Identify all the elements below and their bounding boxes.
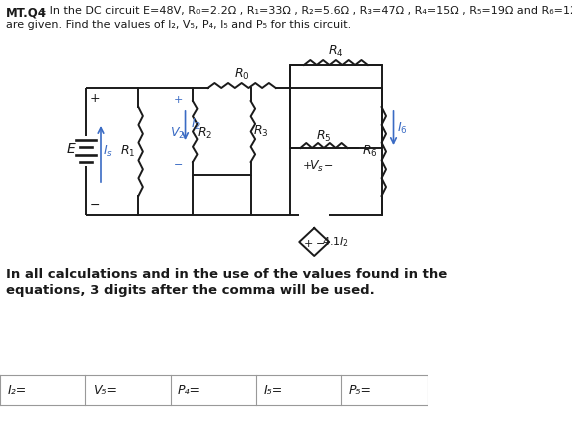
Text: $V_s$: $V_s$ [309, 159, 324, 174]
Text: −: − [324, 161, 333, 171]
Text: −: − [90, 198, 100, 212]
Text: I₂=: I₂= [7, 384, 27, 397]
Text: equations, 3 digits after the comma will be used.: equations, 3 digits after the comma will… [6, 284, 375, 297]
Text: $R_6$: $R_6$ [362, 143, 378, 159]
Text: P₄=: P₄= [178, 384, 201, 397]
Text: E: E [67, 142, 76, 156]
Text: +: + [90, 92, 100, 105]
Text: I₅=: I₅= [263, 384, 283, 397]
Text: $R_0$: $R_0$ [234, 67, 249, 82]
Text: P₅=: P₅= [348, 384, 372, 397]
Text: +: + [303, 161, 312, 171]
Text: $V_2$: $V_2$ [170, 125, 186, 140]
Text: $R_2$: $R_2$ [197, 125, 212, 140]
Text: – In the DC circuit E=48V, R₀=2.2Ω , R₁=33Ω , R₂=5.6Ω , R₃=47Ω , R₄=15Ω , R₅=19Ω: – In the DC circuit E=48V, R₀=2.2Ω , R₁=… [37, 6, 572, 16]
Text: $I_2$: $I_2$ [191, 117, 201, 132]
Text: are given. Find the values of I₂, V₅, P₄, I₅ and P₅ for this circuit.: are given. Find the values of I₂, V₅, P₄… [6, 20, 351, 30]
Text: $R_3$: $R_3$ [253, 124, 269, 139]
Text: $R_1$: $R_1$ [120, 143, 136, 159]
Text: In all calculations and in the use of the values found in the: In all calculations and in the use of th… [6, 268, 447, 281]
Text: −: − [173, 160, 182, 170]
Text: $I_6$: $I_6$ [397, 121, 408, 136]
Text: $4.1I_2$: $4.1I_2$ [321, 235, 349, 249]
Text: $R_4$: $R_4$ [328, 44, 344, 59]
Text: +: + [173, 95, 182, 105]
Text: −: − [316, 239, 325, 249]
Text: $I_s$: $I_s$ [104, 143, 113, 159]
Text: MT.Q4: MT.Q4 [6, 6, 47, 19]
Text: $R_5$: $R_5$ [316, 128, 332, 143]
Text: V₅=: V₅= [93, 384, 117, 397]
Text: +: + [304, 239, 313, 249]
